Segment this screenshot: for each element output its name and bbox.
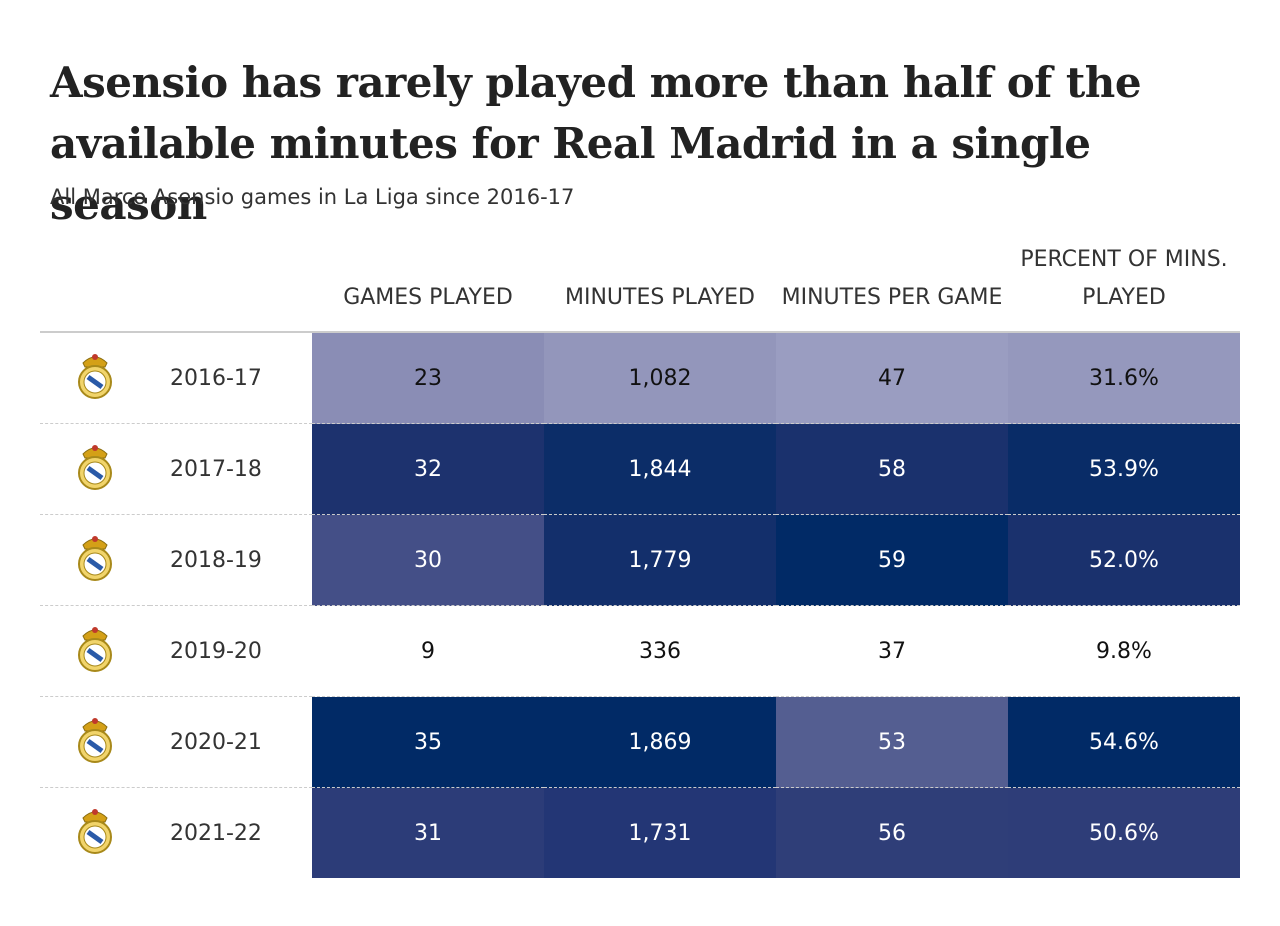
value-cell: 37 [776,605,1008,697]
value-cell: 9 [312,605,544,697]
value-cell: 1,082 [544,332,776,424]
value-cell: 53.9% [1008,423,1240,515]
crest-cell [40,605,150,697]
title: Asensio has rarely played more than half… [50,58,1142,229]
value-cell: 1,869 [544,696,776,788]
season: 2018-19 [150,514,312,606]
crest-cell [40,423,150,515]
value-cell: 1,731 [544,787,776,878]
row: 2020-21 35 1,869 53 54.6% [40,696,1240,788]
crest-icon [40,713,150,771]
value-cell: 1,844 [544,423,776,515]
row: 2019-20 9 336 37 9.8% [40,605,1240,697]
value-cell: 1,779 [544,514,776,606]
value-cell: 336 [544,605,776,697]
season: 2020-21 [150,696,312,788]
row: 2021-22 31 1,731 56 50.6% [40,787,1240,879]
value-cell: 30 [312,514,544,606]
crest-cell [40,696,150,788]
value-cell: 35 [312,696,544,788]
crest-cell [40,332,150,424]
value-cell: 50.6% [1008,787,1240,878]
header-row: GAMES PLAYED MINUTES PLAYED MINUTES PER GA… [40,240,1240,333]
value-cell: 58 [776,423,1008,515]
row: 2018-19 30 1,779 59 52.0% [40,514,1240,606]
season: 2021-22 [170,820,262,846]
crest-icon [40,622,150,680]
value-cell: 23 [312,332,544,424]
value-cell: 59 [776,514,1008,606]
season: 2016-17 [150,332,312,424]
crest-cell [40,788,150,879]
crest-icon [40,349,150,407]
value-cell: 56 [776,787,1008,878]
subtitle: All Marco Asensio games in La Liga since… [50,185,575,209]
column-header: PERCENT OF MINS. PLAYED [1008,240,1240,333]
value-cell: 31.6% [1008,332,1240,424]
column-header: MINUTES PER GAME [776,240,1008,333]
column-header: GAMES PLAYED [312,240,544,333]
season: 2017-18 [150,423,312,515]
season: 2019-20 [150,605,312,697]
crest-cell [40,514,150,606]
crest-icon [40,531,150,589]
row: 2016-17 23 1,082 47 31.6% [40,332,1240,424]
stats-table: GAMES PLAYED MINUTES PLAYED MINUTES PER GA… [40,240,1240,878]
column-header: MINUTES PLAYED [544,240,776,333]
value-cell: 52.0% [1008,514,1240,606]
crest-icon [40,440,150,498]
value-cell: 53 [776,696,1008,788]
value-cell: 32 [312,423,544,515]
crest-icon [40,804,150,862]
value-cell: 31 [312,787,544,878]
value-cell: 9.8% [1008,605,1240,697]
row: 2017-18 32 1,844 58 53.9% [40,423,1240,515]
value-cell: 54.6% [1008,696,1240,788]
value-cell: 47 [776,332,1008,424]
